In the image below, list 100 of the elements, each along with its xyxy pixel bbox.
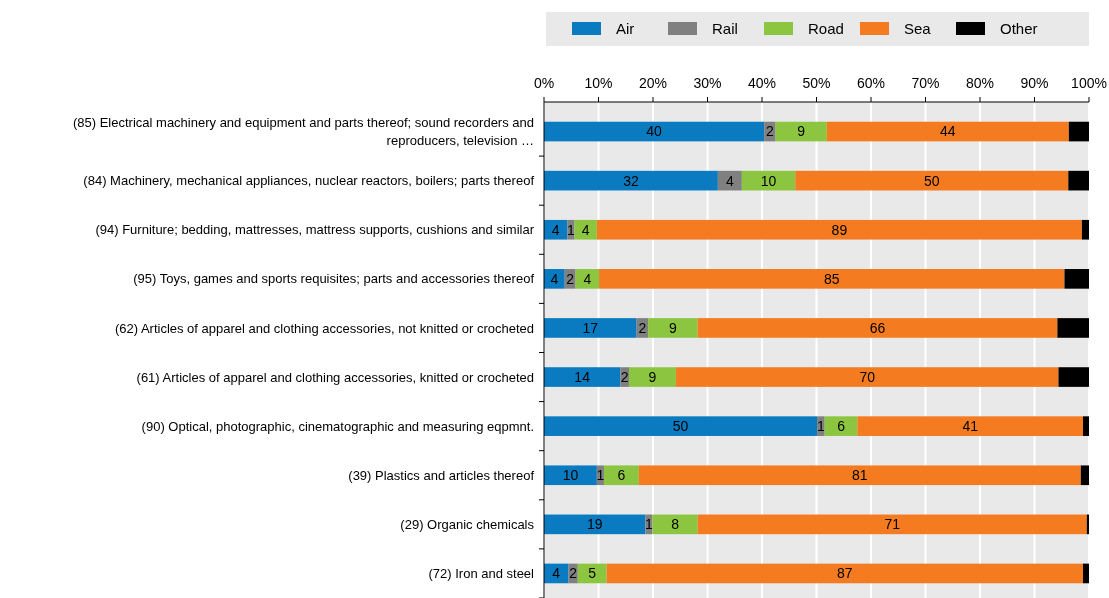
y-tick-label: (62) Articles of apparel and clothing accessories, not knitted or crocheted xyxy=(114,320,534,336)
x-tick-label: 10% xyxy=(584,75,613,91)
y-tick-label: (85) Electrical machinery and equipment and parts thereof; sound recorders and reproducers, television … xyxy=(72,115,534,149)
data-label: 10 xyxy=(760,172,777,189)
data-label: 1 xyxy=(596,467,605,484)
data-label: 5 xyxy=(588,565,597,582)
bar xyxy=(544,318,637,338)
data-label: 70 xyxy=(859,368,876,385)
y-tick-label: (61) Articles of apparel and clothing accessories, knitted or crocheted xyxy=(136,369,534,385)
data-label: 50 xyxy=(672,418,689,435)
data-label: 8 xyxy=(671,516,680,533)
bar xyxy=(596,219,1082,240)
data-label: 17 xyxy=(582,319,599,336)
bar xyxy=(638,465,1081,486)
data-label: 4 xyxy=(550,270,559,287)
data-label: 1 xyxy=(816,418,825,435)
bar xyxy=(1068,121,1089,142)
x-tick-label: 70% xyxy=(911,75,940,91)
legend-label: Rail xyxy=(712,20,738,38)
legend-label: Other xyxy=(1000,20,1038,38)
data-label: 9 xyxy=(797,123,806,140)
bar xyxy=(1058,367,1089,387)
bar xyxy=(544,367,621,387)
data-label: 89 xyxy=(831,221,848,238)
legend-label: Road xyxy=(808,20,844,38)
data-label: 41 xyxy=(962,418,979,435)
data-label: 10 xyxy=(562,467,579,484)
bar xyxy=(1081,219,1090,240)
data-label: 44 xyxy=(940,123,956,140)
data-label: 14 xyxy=(574,368,591,385)
data-label: 6 xyxy=(837,418,846,435)
x-tick-label: 90% xyxy=(1020,75,1049,91)
y-tick-label: (95) Toys, games and sports requisites; parts and accessories thereof xyxy=(133,271,535,287)
bar xyxy=(544,514,646,535)
y-tick-label: (90) Optical, photographic, cinematographic and measuring eqpmnt. xyxy=(141,418,534,434)
x-tick-label: 100% xyxy=(1071,75,1107,91)
x-tick-label: 40% xyxy=(747,75,777,91)
bar xyxy=(1068,170,1089,191)
data-label: 85 xyxy=(823,270,840,287)
bar xyxy=(826,121,1069,142)
y-tick-label: (94) Furniture; bedding, mattresses, mattress supports, cushions and similar xyxy=(95,222,535,238)
data-label: 87 xyxy=(837,565,853,582)
data-label: 1 xyxy=(567,221,576,238)
bar xyxy=(603,465,639,486)
bar xyxy=(648,318,698,338)
data-label: 40 xyxy=(646,123,663,140)
data-label: 2 xyxy=(620,368,629,385)
bar xyxy=(697,318,1058,338)
y-tick-label: (72) Iron and steel xyxy=(428,566,535,581)
x-tick-label: 0% xyxy=(533,75,555,91)
data-label: 2 xyxy=(569,565,578,582)
bar xyxy=(1080,465,1089,486)
y-tick-label: (29) Organic chemicals xyxy=(400,516,535,532)
data-label: 9 xyxy=(648,368,657,385)
data-label: 6 xyxy=(617,467,626,484)
data-label: 4 xyxy=(583,270,592,287)
x-tick-label: 80% xyxy=(965,75,995,91)
data-label: 1 xyxy=(645,516,654,533)
data-label: 4 xyxy=(551,221,560,238)
data-label: 71 xyxy=(884,516,901,533)
bar xyxy=(1083,416,1089,436)
bar xyxy=(574,219,597,240)
data-label: 9 xyxy=(668,319,677,336)
legend-label: Air xyxy=(616,20,635,38)
bar xyxy=(697,514,1087,535)
bar xyxy=(857,416,1084,436)
bar xyxy=(1083,563,1089,584)
bar xyxy=(544,121,765,142)
bar xyxy=(544,170,718,191)
bar xyxy=(544,465,597,486)
data-label: 50 xyxy=(923,172,940,189)
y-tick-label: (84) Machinery, mechanical appliances, nuclear reactors, boilers; parts thereof xyxy=(83,173,535,189)
bar xyxy=(675,367,1059,387)
data-label: 19 xyxy=(586,516,603,533)
data-label: 32 xyxy=(623,172,639,189)
bar xyxy=(629,367,676,387)
bar xyxy=(652,514,698,535)
data-label: 2 xyxy=(766,123,774,140)
legend-label: Sea xyxy=(904,20,932,38)
data-label: 66 xyxy=(869,319,886,336)
data-label: 4 xyxy=(725,172,734,189)
x-tick-label: 30% xyxy=(693,75,722,91)
data-label: 2 xyxy=(566,270,575,287)
bar xyxy=(795,170,1069,191)
x-tick-label: 50% xyxy=(802,75,831,91)
x-tick-label: 60% xyxy=(856,75,886,91)
bar xyxy=(544,416,818,436)
x-tick-label: 20% xyxy=(638,75,668,91)
bar xyxy=(1064,269,1089,289)
bar xyxy=(575,269,600,289)
bar xyxy=(1057,318,1089,338)
bar xyxy=(775,121,827,142)
bar xyxy=(824,416,858,436)
data-label: 81 xyxy=(852,467,868,484)
data-label: 4 xyxy=(581,221,590,238)
bar xyxy=(606,563,1083,584)
data-label: 4 xyxy=(552,565,561,582)
bar xyxy=(599,269,1065,289)
y-tick-label: (39) Plastics and articles thereof xyxy=(348,467,535,483)
data-label: 2 xyxy=(638,319,647,336)
